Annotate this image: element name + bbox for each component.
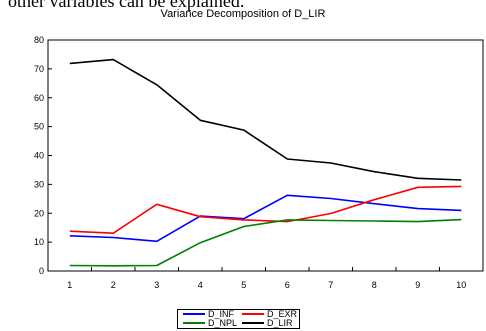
x-tick-label: 10: [456, 280, 466, 290]
legend-label-d-inf: D_INF: [208, 309, 235, 320]
x-axis: 1 2 3 4 5 6 7 8 9 10: [47, 267, 484, 290]
y-tick-label: 10: [34, 237, 44, 247]
series-line-d-lir: [69, 58, 462, 181]
legend: D_INF D_EXR D_NPL D_LIR: [177, 309, 300, 329]
series-line-d-exr: [69, 185, 462, 234]
x-tick-label: 8: [372, 280, 377, 290]
legend-swatch-d-lir: [242, 321, 264, 324]
legend-swatch-d-exr: [242, 312, 264, 315]
series-line-d-inf: [69, 194, 462, 243]
x-tick-label: 7: [328, 280, 333, 290]
legend-label-d-lir: D_LIR: [267, 318, 293, 329]
y-tick-label: 70: [34, 64, 44, 74]
x-tick-label: 5: [241, 280, 246, 290]
x-tick-label: 9: [415, 280, 420, 290]
legend-swatch-d-inf: [183, 312, 205, 315]
x-tick-label: 6: [285, 280, 290, 290]
legend-item-d-exr: D_EXR: [242, 310, 297, 319]
x-tick-label: 2: [111, 280, 116, 290]
chart-title: Variance Decomposition of D_LIR: [160, 8, 326, 20]
y-tick-label: 30: [34, 179, 44, 189]
y-axis: 0 10 20 30 40 50 60 70 80: [34, 35, 52, 276]
legend-item-d-inf: D_INF: [183, 310, 234, 319]
y-tick-label: 0: [39, 266, 44, 276]
page-top-text: other variables can be explained.: [8, 0, 245, 11]
legend-label-d-exr: D_EXR: [267, 309, 298, 320]
y-tick-label: 80: [34, 35, 44, 45]
plot-area-border: [47, 39, 484, 272]
y-tick-label: 40: [34, 151, 44, 161]
series-line-d-npl: [69, 218, 462, 267]
x-tick-label: 3: [154, 280, 159, 290]
y-tick-label: 60: [34, 93, 44, 103]
legend-item-d-lir: D_LIR: [242, 319, 293, 328]
series-lines: [69, 58, 462, 267]
y-tick-label: 50: [34, 122, 44, 132]
x-tick-label: 4: [198, 280, 203, 290]
x-tick-label: 1: [67, 280, 72, 290]
y-tick-label: 20: [34, 208, 44, 218]
legend-item-d-npl: D_NPL: [183, 319, 237, 328]
legend-swatch-d-npl: [183, 321, 205, 324]
plot-frame: [47, 39, 484, 272]
legend-label-d-npl: D_NPL: [208, 318, 238, 329]
